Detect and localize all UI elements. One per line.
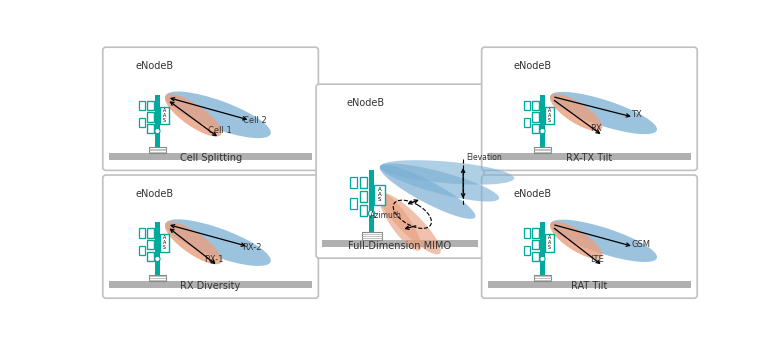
Ellipse shape [380,165,475,219]
Ellipse shape [378,193,421,251]
Text: eNodeB: eNodeB [135,189,174,199]
Text: A
A
S: A A S [163,108,166,123]
Text: Cell Splitting: Cell Splitting [180,154,242,163]
Ellipse shape [165,219,271,266]
Text: RAT Tilt: RAT Tilt [571,281,608,291]
Bar [525,101,530,110]
Text: RX Diversity: RX Diversity [181,281,241,291]
Text: A
A
S: A A S [378,187,382,202]
Bar [533,228,539,238]
Bar [540,94,545,154]
Bar [533,252,539,261]
Bar [109,154,312,160]
Bar [147,124,154,133]
Bar [533,240,539,249]
Bar [360,177,368,188]
Text: eNodeB: eNodeB [135,61,174,71]
Bar [139,246,145,255]
Text: RX: RX [590,124,602,133]
Text: eNodeB: eNodeB [346,98,384,108]
Bar [533,124,539,133]
Circle shape [540,256,545,262]
Ellipse shape [380,163,499,201]
Bar [525,246,530,255]
Text: Cell 1: Cell 1 [208,126,231,135]
Circle shape [155,129,160,134]
Bar [534,275,551,281]
FancyBboxPatch shape [102,175,318,298]
Bar [533,113,539,121]
Bar [361,232,382,240]
Bar [109,281,312,288]
Bar [149,275,166,281]
Ellipse shape [165,92,271,138]
Ellipse shape [165,94,222,136]
FancyBboxPatch shape [482,47,698,170]
FancyBboxPatch shape [102,47,318,170]
Ellipse shape [550,222,602,259]
Text: LTE: LTE [590,255,604,264]
Text: A
A
S: A A S [547,236,551,250]
Ellipse shape [551,220,657,262]
Bar [525,228,530,238]
Text: Cell 2: Cell 2 [242,116,267,125]
Bar [155,94,160,154]
Bar [139,228,145,238]
Bar [488,154,691,160]
Bar [147,113,154,121]
Bar [322,240,478,247]
Text: GSM: GSM [631,240,651,249]
FancyBboxPatch shape [482,175,698,298]
Text: RX-2: RX-2 [242,244,262,252]
Ellipse shape [380,160,515,185]
Text: RX-1: RX-1 [204,255,224,264]
Bar [369,170,375,240]
Bar [525,118,530,128]
Bar [545,235,554,251]
Bar [360,191,368,202]
Bar [375,185,385,205]
Bar [149,147,166,154]
FancyBboxPatch shape [316,84,484,258]
Text: eNodeB: eNodeB [514,189,552,199]
Bar [488,281,691,288]
Text: Full-Dimension MIMO: Full-Dimension MIMO [349,241,451,251]
Bar [350,177,357,188]
Bar [147,101,154,110]
Bar [147,252,154,261]
Bar [533,101,539,110]
Bar [139,118,145,128]
Bar [160,235,169,251]
Bar [545,107,554,124]
Text: A
A
S: A A S [163,236,166,250]
Bar [540,222,545,281]
Ellipse shape [165,222,222,264]
Ellipse shape [551,92,657,134]
Ellipse shape [550,94,602,131]
Text: RX-TX Tilt: RX-TX Tilt [566,154,612,163]
Circle shape [368,210,375,216]
Bar [139,101,145,110]
Bar [147,240,154,249]
Bar [155,222,160,281]
Bar [360,205,368,216]
Circle shape [540,129,545,134]
Text: A
A
S: A A S [547,108,551,123]
Bar [350,198,357,209]
Bar [147,228,154,238]
Text: eNodeB: eNodeB [514,61,552,71]
Ellipse shape [379,193,441,254]
Bar [534,147,551,154]
Circle shape [155,256,160,262]
Text: Elevation: Elevation [466,154,502,162]
Text: TX: TX [631,110,642,119]
Text: Azimuth: Azimuth [370,211,402,220]
Bar [160,107,169,124]
